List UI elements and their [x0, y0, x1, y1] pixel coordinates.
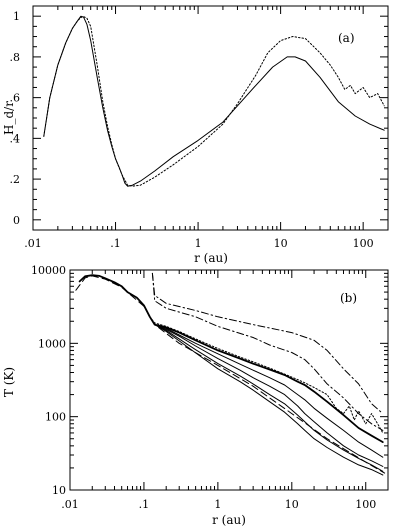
- panel-b-xtick-label: .01: [61, 498, 79, 511]
- panel-b-series-5-line: [154, 324, 384, 476]
- panel-b-ylabel: T (K): [2, 367, 16, 397]
- panel-a-ylabel: H_d/r: [2, 101, 16, 135]
- panel-b-ytick-label: 100: [45, 411, 66, 424]
- panel-a-xtick-label: 1: [195, 237, 202, 250]
- panel-a-xtick-label: .01: [24, 237, 42, 250]
- panel-b-ytick-label: 1000: [38, 337, 66, 350]
- panel-a-ytick-label: .6: [10, 92, 21, 105]
- panel-a-xtick-label: 100: [353, 237, 374, 250]
- panel-b-series-4-line: [154, 324, 384, 472]
- panel-a-frame: [32, 5, 389, 231]
- panel-b-ticks: .01 .1 1 10 100 10 100 1000 10000: [31, 264, 389, 511]
- panel-a-series: [43, 15, 385, 187]
- panel-b-xtick-label: 100: [355, 498, 376, 511]
- panel-b-series-7-line: [75, 275, 386, 474]
- panel-b-ytick-label: 10000: [31, 264, 66, 277]
- panel-b-series: [75, 272, 386, 476]
- panel-a-ticks: .01 .1 1 10 100 0 .2 .4 .6 .8 1: [10, 6, 389, 250]
- panel-a-ytick-label: .2: [10, 173, 21, 186]
- panel-a-series-2-line: [43, 15, 385, 187]
- panel-a-ytick-label: .8: [10, 51, 21, 64]
- panel-b-xlabel: r (au): [212, 513, 246, 527]
- panel-b-xtick-label: .1: [139, 498, 150, 511]
- panel-a-ytick-label: .4: [10, 132, 21, 145]
- panel-b-series-8-line: [151, 272, 384, 415]
- panel-b-series-9-line: [151, 272, 384, 431]
- panel-b-xtick-label: 10: [285, 498, 299, 511]
- panel-a-ytick-label: 0: [13, 214, 20, 227]
- panel-b-series-6-line: [149, 316, 384, 434]
- panel-b: .01 .1 1 10 100 10 100 1000 10000 (b) r (au) T (…: [2, 264, 389, 527]
- panel-a-tag: (a): [338, 31, 355, 45]
- panel-a-ytick-label: 1: [13, 10, 20, 23]
- panel-b-series-1-line: [78, 274, 384, 443]
- panel-a-xlabel: r (au): [194, 251, 228, 265]
- panel-b-series-3-line: [154, 324, 384, 467]
- panel-a-xtick-label: 10: [274, 237, 288, 250]
- panel-b-frame: [69, 269, 389, 491]
- panel-b-xtick-label: 1: [214, 498, 221, 511]
- panel-b-series-2-line: [154, 324, 384, 458]
- panel-b-ytick-label: 10: [52, 484, 66, 497]
- panel-a-series-1-line: [43, 15, 385, 187]
- panel-a: .01 .1 1 10 100 0 .2 .4 .6 .8 1 (a) r (au) H_d/r: [2, 5, 389, 265]
- panel-b-tag: (b): [340, 291, 357, 305]
- panel-a-xtick-label: .1: [110, 237, 121, 250]
